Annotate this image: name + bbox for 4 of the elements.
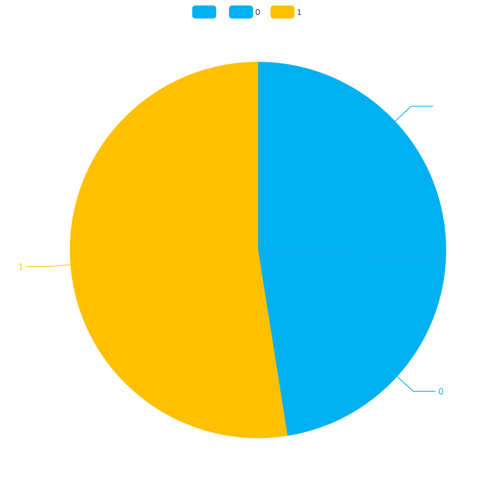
slice-label: 1	[19, 263, 24, 270]
legend-label: 0	[256, 9, 260, 15]
legend-label: 1	[298, 9, 302, 15]
slice-label: 0	[438, 388, 444, 395]
